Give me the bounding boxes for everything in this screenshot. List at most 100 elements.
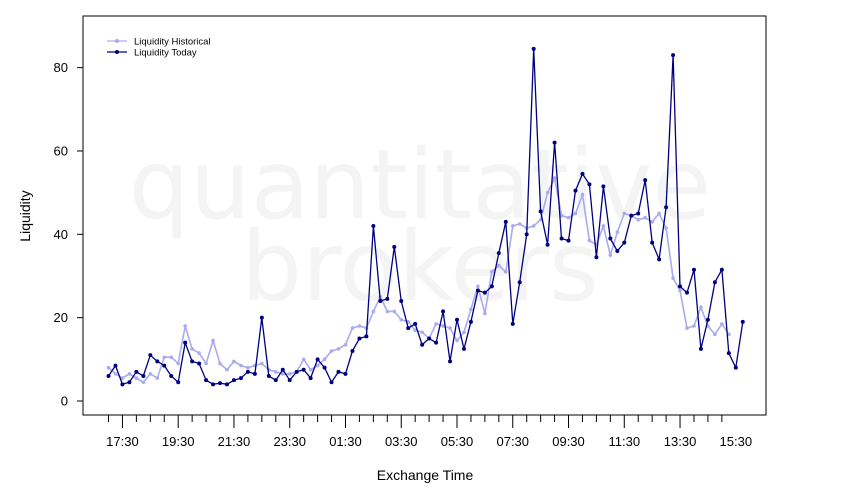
data-point	[671, 53, 676, 58]
data-point	[162, 363, 167, 368]
data-point	[183, 324, 187, 328]
data-point	[190, 347, 194, 351]
data-point	[531, 224, 536, 228]
data-point	[336, 347, 341, 351]
data-point	[232, 359, 236, 364]
data-point	[664, 226, 668, 230]
data-point	[608, 236, 613, 241]
x-tick-label: 05:30	[441, 434, 474, 449]
data-point	[552, 140, 557, 145]
y-tick-label: 40	[54, 227, 68, 242]
legend-swatch-point	[115, 50, 119, 54]
data-point	[559, 236, 564, 241]
data-point	[441, 324, 445, 328]
data-point	[190, 359, 195, 364]
data-point	[308, 367, 313, 372]
data-point	[482, 290, 487, 295]
data-point	[636, 211, 641, 216]
data-point	[280, 367, 285, 372]
data-point	[134, 369, 139, 374]
data-point	[608, 253, 613, 257]
data-point	[204, 361, 208, 366]
data-point	[371, 223, 376, 228]
data-point	[643, 215, 647, 220]
data-point	[719, 267, 724, 272]
data-point	[671, 276, 675, 280]
data-point	[197, 351, 201, 355]
watermark-line-2: brokers	[241, 211, 599, 323]
data-point	[524, 232, 529, 237]
data-point	[336, 369, 341, 374]
legend-label: Liquidity Historical	[134, 37, 211, 48]
data-point	[266, 373, 271, 378]
data-point	[315, 363, 320, 368]
data-point	[350, 348, 355, 353]
data-point	[162, 355, 167, 360]
x-tick-label: 11:30	[608, 434, 640, 449]
data-point	[650, 240, 655, 245]
series-today	[106, 46, 745, 387]
data-point	[392, 244, 397, 249]
data-point	[685, 326, 689, 330]
data-point	[713, 332, 717, 337]
data-point	[106, 373, 111, 378]
data-point	[378, 298, 383, 303]
data-point	[301, 357, 306, 362]
data-point	[455, 317, 459, 322]
y-tick-label: 80	[54, 60, 68, 75]
data-point	[538, 209, 543, 214]
data-point	[573, 211, 578, 216]
data-point	[413, 328, 417, 332]
x-tick-label: 23:30	[273, 434, 306, 449]
data-point	[664, 205, 669, 210]
data-point	[322, 357, 327, 362]
data-point	[406, 326, 411, 331]
data-point	[559, 213, 564, 218]
data-point	[552, 176, 557, 180]
data-point	[155, 359, 160, 364]
data-point	[225, 367, 229, 372]
data-point	[371, 309, 376, 314]
data-point	[211, 338, 215, 343]
data-point	[148, 372, 153, 376]
data-point	[434, 322, 438, 326]
data-point	[566, 238, 571, 243]
y-tick-label: 20	[54, 310, 68, 325]
data-point	[113, 372, 118, 376]
legend-label: Liquidity Today	[134, 48, 197, 59]
data-point	[399, 298, 404, 303]
data-point	[489, 284, 494, 289]
data-point	[650, 220, 654, 224]
data-point	[169, 355, 174, 360]
data-point	[287, 378, 292, 383]
data-point	[238, 376, 243, 381]
data-point	[503, 270, 508, 274]
data-point	[678, 284, 683, 289]
data-point	[155, 376, 160, 380]
data-point	[357, 324, 362, 328]
data-point	[420, 330, 424, 335]
x-tick-label: 01:30	[329, 434, 362, 449]
data-point	[176, 361, 180, 366]
data-point	[733, 365, 738, 370]
data-point	[329, 380, 334, 385]
data-point	[259, 315, 264, 320]
data-point	[475, 288, 480, 293]
data-point	[705, 317, 710, 322]
data-point	[496, 251, 501, 256]
data-point	[622, 211, 627, 216]
data-point	[566, 215, 571, 220]
data-point	[497, 263, 501, 268]
data-point	[427, 336, 432, 341]
watermark-line-1: quantitative	[129, 129, 711, 241]
data-point	[420, 342, 425, 347]
data-point	[434, 340, 439, 345]
x-tick-label: 09:30	[552, 434, 585, 449]
data-point	[517, 222, 522, 226]
watermark: quantitative brokers	[129, 129, 711, 323]
x-axis-title: Exchange Time	[377, 467, 474, 483]
data-point	[343, 342, 348, 347]
data-point	[273, 378, 278, 383]
data-point	[141, 373, 146, 378]
